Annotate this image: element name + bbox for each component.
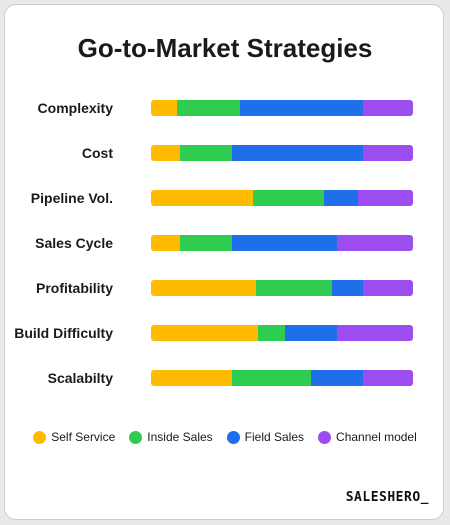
category-label: Cost: [81, 145, 113, 161]
category-label: Pipeline Vol.: [30, 190, 113, 206]
category-label: Complexity: [37, 100, 113, 116]
bar-segment: [151, 280, 256, 296]
legend-swatch: [33, 430, 47, 444]
category-label: Profitability: [35, 280, 113, 296]
category-label: Scalabilty: [47, 370, 113, 386]
bar-segment: [253, 190, 324, 206]
bar-segment: [151, 370, 233, 386]
legend-item: Channel model: [318, 430, 417, 444]
stacked-bar: [151, 370, 413, 386]
bar-segment: [151, 100, 178, 116]
bar-segment: [363, 280, 413, 296]
bar-segment: [179, 235, 233, 251]
legend-swatch: [318, 430, 332, 444]
legend-item: Self Service: [33, 430, 115, 444]
bar-segment: [258, 325, 285, 341]
bar-segment: [323, 190, 358, 206]
chart-title: Go-to-Market Strategies: [77, 33, 373, 63]
bar-segment: [336, 325, 413, 341]
bar-segment: [151, 235, 180, 251]
bar-segment: [363, 100, 413, 116]
stacked-bar: [151, 145, 413, 161]
category-label: Sales Cycle: [35, 235, 113, 251]
bar-segment: [232, 235, 337, 251]
bar-segment: [232, 145, 364, 161]
bar-segment: [179, 145, 233, 161]
bar-segment: [255, 280, 332, 296]
bar-segment: [363, 370, 413, 386]
bar-segment: [240, 100, 364, 116]
bar-segment: [310, 370, 364, 386]
stacked-bar: [151, 235, 413, 251]
bar-segment: [151, 190, 254, 206]
bar-segment: [151, 145, 180, 161]
bar-segment: [284, 325, 337, 341]
legend-item: Inside Sales: [129, 430, 213, 444]
chart-card: Go-to-Market Strategies Complexity Cost Pi…: [4, 4, 444, 520]
bar-segment: [177, 100, 241, 116]
bar-segment: [232, 370, 311, 386]
bar-segment: [151, 325, 259, 341]
category-label: Build Difficulty: [14, 325, 113, 341]
brand-logo: SALESHERO_: [345, 490, 429, 505]
legend-swatch: [129, 430, 143, 444]
bar-segment: [337, 235, 413, 251]
chart-legend: Self Service Inside Sales Field Sales Chann…: [5, 430, 445, 444]
stacked-bar: [151, 100, 413, 116]
bar-segment: [357, 190, 413, 206]
legend-label: Self Service: [51, 430, 116, 444]
legend-item: Field Sales: [226, 430, 305, 444]
legend-label: Inside Sales: [147, 430, 213, 444]
legend-swatch: [226, 430, 240, 444]
stacked-bar: [151, 280, 413, 296]
bar-segment: [331, 280, 364, 296]
legend-label: Channel model: [336, 430, 417, 444]
legend-label: Field Sales: [244, 430, 305, 444]
stacked-bar: [151, 190, 413, 206]
bar-segment: [363, 145, 413, 161]
stacked-bar: [151, 325, 413, 341]
